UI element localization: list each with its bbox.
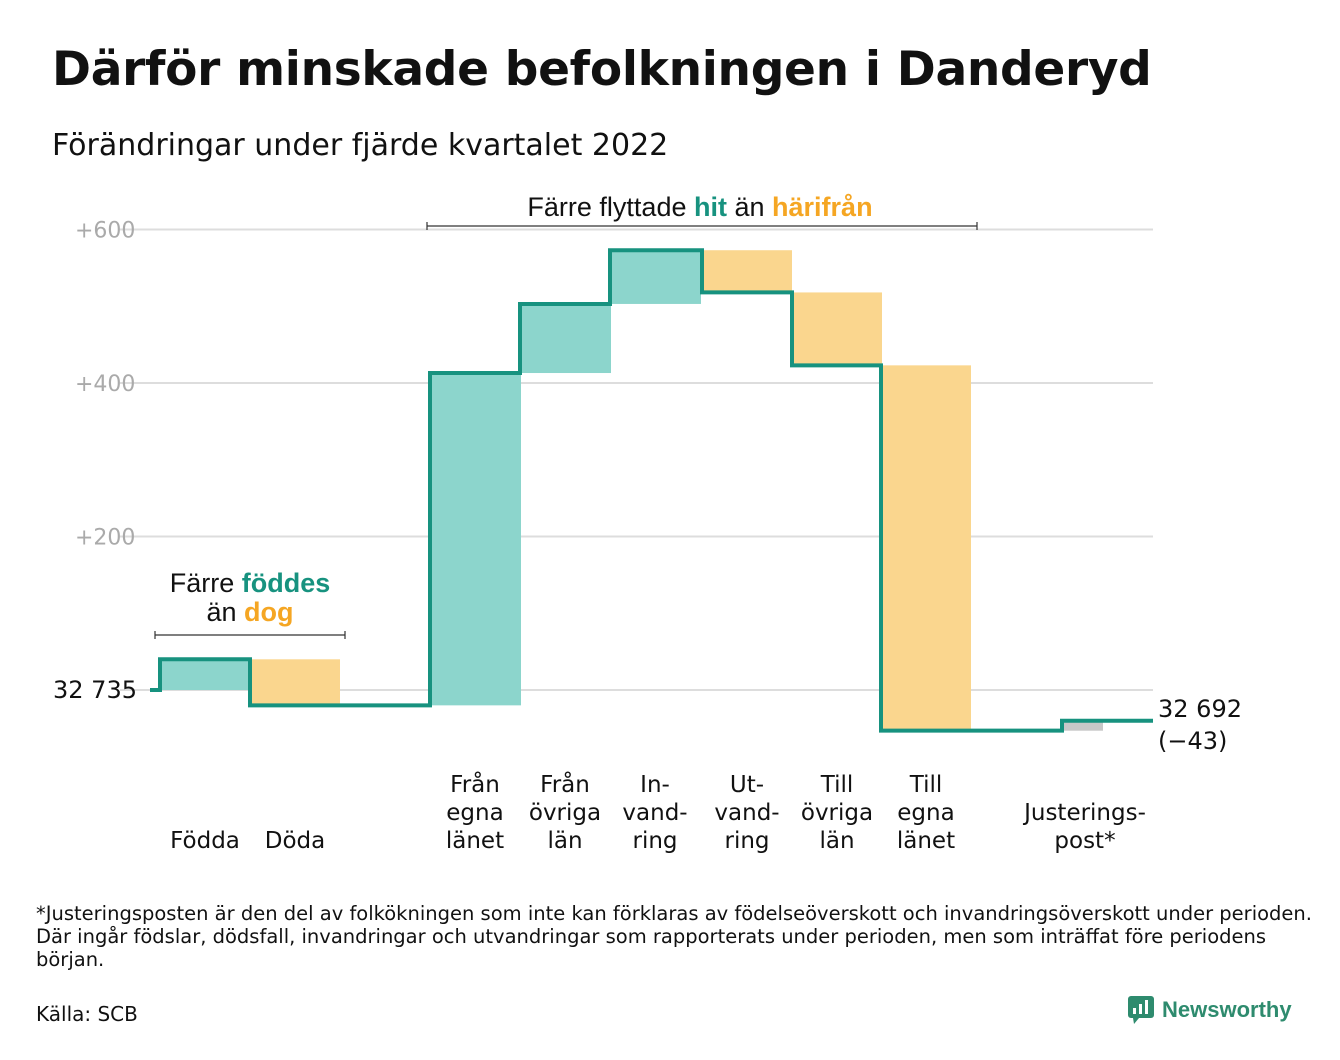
- bar-1: [160, 659, 250, 690]
- annotation-hit: hit: [694, 192, 727, 222]
- bar-6: [702, 250, 792, 293]
- category-label: Till: [909, 772, 943, 798]
- bar-5: [610, 250, 701, 304]
- category-label: övriga: [529, 800, 601, 826]
- category-label: vand-: [714, 800, 779, 826]
- category-label: län: [547, 828, 582, 854]
- category-label: In-: [640, 772, 670, 798]
- category-label: länet: [897, 828, 955, 854]
- annotation-away: härifrån: [772, 192, 873, 222]
- category-label: ring: [724, 828, 769, 854]
- newsworthy-logo-icon: [1128, 996, 1154, 1024]
- end-value-label: 32 692: [1158, 695, 1242, 723]
- chart-subtitle: Förändringar under fjärde kvartalet 2022: [52, 128, 669, 163]
- annotation-text: Färre: [170, 568, 242, 598]
- moves-annotation: Färre flyttade hit än härifrån: [527, 192, 872, 222]
- births-annotation-line1: Färre föddes: [170, 568, 331, 598]
- category-label: post*: [1054, 828, 1115, 854]
- category-label: Från: [540, 770, 590, 798]
- waterfall-chart: +200 +400 +600 32 735 32 692 (−43) Födda Döda F…: [53, 192, 1242, 854]
- bars-layer: [160, 250, 1103, 731]
- start-value-label: 32 735: [53, 676, 137, 704]
- bar-3: [430, 373, 521, 706]
- category-label: Ut-: [730, 772, 764, 798]
- population-step-line: [150, 248, 1153, 733]
- category-label: ring: [632, 828, 677, 854]
- y-tick-label: +600: [75, 219, 135, 244]
- bar-8: [881, 365, 971, 731]
- category-label: övriga: [801, 800, 873, 826]
- category-label: Till: [820, 772, 854, 798]
- annotation-text: än: [727, 192, 772, 222]
- category-label: län: [819, 828, 854, 854]
- category-label: egna: [897, 800, 954, 826]
- y-tick-label: +200: [75, 526, 135, 551]
- category-label: egna: [446, 800, 503, 826]
- annotation-hit: föddes: [242, 568, 331, 598]
- end-change-label: (−43): [1158, 727, 1227, 755]
- births-annotation-line2: än dog: [206, 597, 293, 627]
- bar-9: [1062, 720, 1103, 731]
- annotation-text: än: [206, 597, 244, 627]
- category-label: Döda: [265, 828, 325, 854]
- y-tick-label: +400: [75, 372, 135, 397]
- line-layer: [150, 248, 1153, 733]
- brand-name: Newsworthy: [1162, 997, 1292, 1022]
- category-label: Från: [450, 770, 500, 798]
- bar-2: [250, 659, 340, 706]
- chart-title: Därför minskade befolkningen i Danderyd: [52, 42, 1152, 97]
- annotation-away: dog: [244, 597, 293, 627]
- category-label: Födda: [170, 828, 240, 854]
- category-label: Justerings-: [1022, 800, 1146, 826]
- footnote: *Justeringsposten är den del av folkökni…: [36, 902, 1312, 971]
- brand-logo: Newsworthy: [1128, 996, 1292, 1024]
- bar-4: [520, 303, 611, 374]
- bar-7: [792, 292, 882, 366]
- category-label: länet: [446, 828, 504, 854]
- category-label: vand-: [622, 800, 687, 826]
- source-note: Källa: SCB: [36, 1002, 138, 1026]
- annotation-text: Färre flyttade: [527, 192, 694, 222]
